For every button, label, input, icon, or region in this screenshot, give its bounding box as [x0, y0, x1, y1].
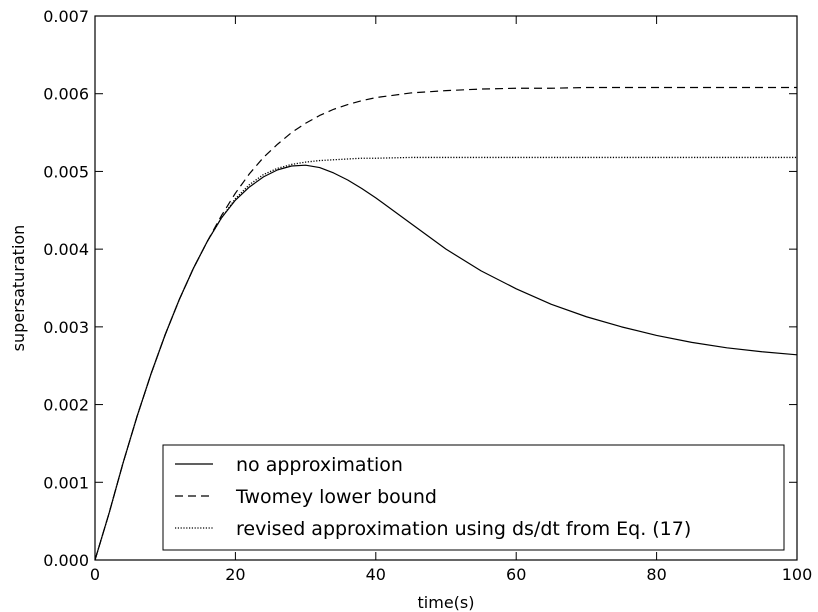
x-tick-label: 0 — [90, 565, 100, 584]
series-line-2 — [94, 86, 797, 561]
x-axis-label: time(s) — [418, 593, 475, 612]
legend-label: revised approximation using ds/dt from E… — [236, 518, 691, 540]
x-tick-label: 20 — [225, 565, 245, 584]
y-tick-label: 0.003 — [43, 318, 89, 337]
x-tick-label: 100 — [782, 565, 813, 584]
y-tick-label: 0.002 — [43, 396, 89, 415]
y-tick-label: 0.006 — [43, 85, 89, 104]
y-tick-label: 0.007 — [43, 7, 89, 26]
legend: no approximation Twomey lower bound revise… — [162, 444, 785, 551]
legend-item-3: revised approximation using ds/dt from E… — [175, 518, 691, 540]
x-tick-label: 40 — [366, 565, 386, 584]
y-axis-label: supersaturation — [9, 225, 28, 352]
legend-item-2: Twomey lower bound — [175, 486, 437, 508]
legend-items: no approximation Twomey lower bound revise… — [175, 454, 691, 540]
series-line-3 — [94, 156, 797, 561]
x-tick-label: 80 — [646, 565, 666, 584]
plot-area — [94, 15, 798, 561]
y-tick-label: 0.005 — [43, 162, 89, 181]
y-tick-label: 0.000 — [43, 551, 89, 570]
legend-item-1: no approximation — [175, 454, 403, 476]
plot-frame — [94, 15, 798, 561]
legend-label: no approximation — [236, 454, 403, 476]
tick-layer: 0 20 40 60 80 100 0.000 0.001 0.002 0.003 0.004 0.0… — [43, 7, 812, 584]
series-layer — [94, 86, 798, 561]
x-tick-label: 60 — [506, 565, 526, 584]
y-tick-label: 0.001 — [43, 473, 89, 492]
legend-box — [162, 444, 785, 551]
y-tick-label: 0.004 — [43, 240, 89, 259]
legend-label: Twomey lower bound — [235, 486, 437, 508]
